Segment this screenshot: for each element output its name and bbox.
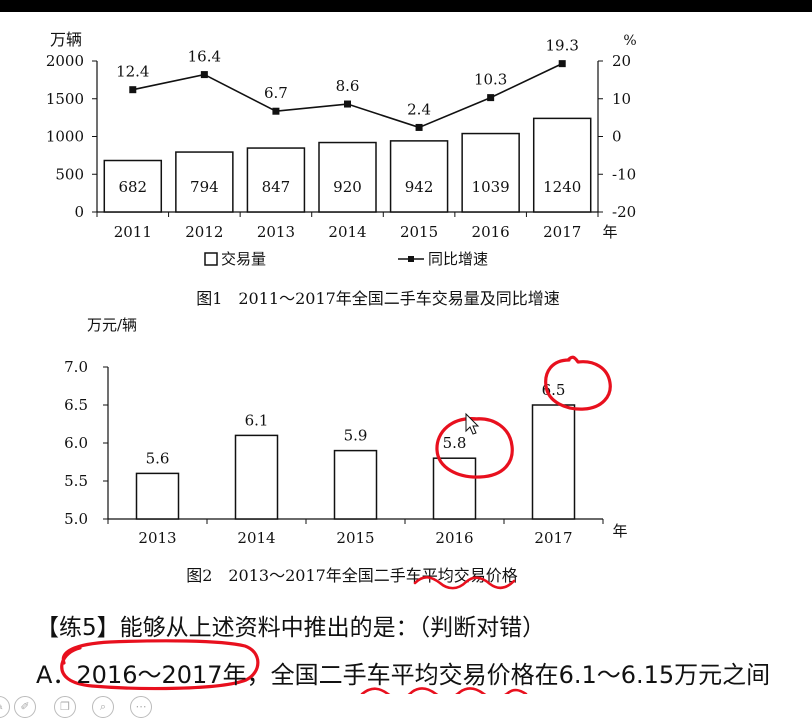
c1-x-tick-label: 2012 <box>185 223 223 241</box>
c1-growth-point <box>200 71 208 79</box>
c1-bar-label: 682 <box>118 178 147 196</box>
c2-x-tick-label: 2014 <box>237 529 275 547</box>
underline-price-annotation <box>413 576 516 590</box>
c2-bar <box>234 434 279 520</box>
c1-legend-line-label: 同比增速 <box>428 250 488 268</box>
c2-x-tick-label: 2017 <box>534 529 572 547</box>
option-a[interactable]: A．2016～2017年，全国二手车平均交易价格在6.1～6.15万元之间 <box>36 661 771 689</box>
c1-title: 图1 2011～2017年全国二手车交易量及同比增速 <box>196 289 560 308</box>
cursor-icon <box>465 412 480 435</box>
c1-growth-point <box>272 107 280 115</box>
c1-bar-label: 794 <box>190 178 219 196</box>
search-icon[interactable]: ⌕ <box>92 696 114 718</box>
c2-y-tick-label: 7.0 <box>64 358 88 376</box>
c1-growth-point <box>487 94 495 102</box>
c1-x-tick-label: 2015 <box>400 223 438 241</box>
circle-2016-annotation <box>435 417 514 479</box>
c1-growth-label: 2.4 <box>407 100 431 118</box>
c2-x-tick-label: 2013 <box>138 529 176 547</box>
c1-bar-label: 847 <box>262 178 291 196</box>
c1-left-tick-label: 2000 <box>46 52 84 70</box>
c1-growth-point <box>344 100 351 108</box>
c1-right-tick-label: -20 <box>612 203 636 221</box>
c1-right-tick-label: 10 <box>612 90 631 108</box>
c2-bar <box>135 472 180 520</box>
c1-growth-point <box>129 86 137 94</box>
circle-year-annotation <box>60 639 260 691</box>
c2-bar-label: 6.1 <box>245 411 269 429</box>
c2-y-unit: 万元/辆 <box>87 316 137 334</box>
c2-y-tick-label: 6.5 <box>64 396 88 414</box>
c1-bar <box>175 151 234 213</box>
c2-x-tick-label: 2015 <box>336 529 374 547</box>
chart-canvas: 万辆 % 0 500 1000 1500 2000 -20 -10 0 10 20 2011 2012 20… <box>46 30 637 694</box>
c1-growth-label: 19.3 <box>546 37 579 55</box>
c1-growth-label: 12.4 <box>116 63 149 81</box>
c1-bar-label: 942 <box>405 178 434 196</box>
c1-x-tick-label: 2013 <box>257 223 295 241</box>
c1-right-tick-label: 20 <box>612 52 631 70</box>
pen-icon[interactable]: ✎ <box>0 696 10 718</box>
c2-bar-label: 5.8 <box>443 434 467 452</box>
c1-growth-label: 10.3 <box>474 71 507 89</box>
c1-left-tick-label: 1000 <box>46 128 84 146</box>
c1-bar-label: 1039 <box>472 178 510 196</box>
c2-y-tick-label: 5.5 <box>64 472 88 490</box>
c1-x-tick-label: 2014 <box>328 223 366 241</box>
c2-title: 图2 2013～2017年全国二手车平均交易价格 <box>186 566 518 585</box>
c1-bar <box>532 117 592 213</box>
c1-growth-label: 6.7 <box>264 84 288 102</box>
c1-bar-label: 920 <box>333 178 362 196</box>
c1-legend-line-marker <box>408 256 414 262</box>
c2-bar-label: 5.6 <box>146 449 170 467</box>
edit-icon[interactable]: ✐ <box>14 696 36 718</box>
c1-left-unit: 万辆 <box>50 30 82 49</box>
c1-legend-bar-swatch <box>204 252 218 266</box>
circle-2017-annotation <box>544 355 612 411</box>
c1-legend-bar-label: 交易量 <box>221 250 266 268</box>
c1-bar <box>318 141 377 213</box>
copy-icon[interactable]: ❐ <box>54 696 76 718</box>
c2-x-tick-label: 2016 <box>435 529 473 547</box>
c1-left-tick-label: 0 <box>74 203 84 221</box>
c1-x-tick-label: 2016 <box>472 223 510 241</box>
c2-bar <box>531 404 576 520</box>
c1-x-tick-label: 2011 <box>114 223 152 241</box>
bottom-toolbar: ✎ ✐ ❐ ⌕ ⋯ <box>0 694 200 720</box>
c1-growth-label: 16.4 <box>188 48 221 66</box>
c1-growth-label: 8.6 <box>336 77 360 95</box>
question-title: 【练5】能够从上述资料中推出的是：（判断对错） <box>36 615 546 641</box>
c2-bar <box>333 449 378 520</box>
c1-right-tick-label: 0 <box>612 128 622 146</box>
c1-bar <box>103 159 163 213</box>
c1-growth-point <box>415 123 423 131</box>
c2-y-tick-label: 6.0 <box>64 434 88 452</box>
top-bar <box>0 0 812 12</box>
c1-growth-point <box>558 60 566 68</box>
more-icon[interactable]: ⋯ <box>130 696 152 718</box>
c1-x-unit: 年 <box>602 223 617 241</box>
c1-x-tick-label: 2017 <box>543 223 581 241</box>
c1-right-unit: % <box>623 33 636 49</box>
c2-x-unit: 年 <box>612 522 627 540</box>
c2-bar <box>432 457 477 520</box>
c1-left-tick-label: 500 <box>55 165 84 183</box>
c1-left-tick-label: 1500 <box>46 90 84 108</box>
c1-right-tick-label: -10 <box>612 165 636 183</box>
c1-bar-label: 1240 <box>543 178 581 196</box>
c1-bar <box>461 132 520 213</box>
c1-bar <box>246 147 306 213</box>
c2-y-tick-label: 5.0 <box>64 510 88 528</box>
c1-bar <box>389 140 449 213</box>
c2-bar-label: 5.9 <box>344 427 368 445</box>
